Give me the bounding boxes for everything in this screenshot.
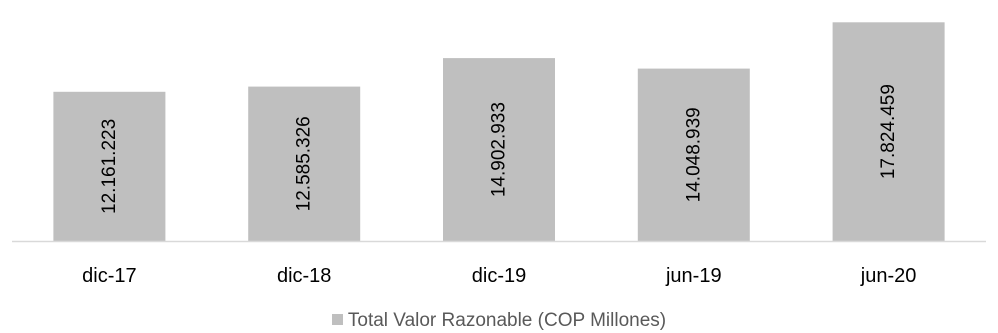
bar-dic-18 [248,86,361,241]
x-tick-label-dic-17: dic-17 [82,265,136,287]
legend-label: Total Valor Razonable (COP Millones) [347,310,667,331]
data-label-dic-17: 12.161.223 [99,119,120,214]
legend: Total Valor Razonable (COP Millones) [0,310,998,332]
bar-dic-17 [53,91,166,241]
x-tick-label-jun-20: jun-20 [860,265,917,287]
x-tick-label-dic-19: dic-19 [472,265,526,287]
data-labels-layer: 12.161.223 12.585.326 14.902.933 14.048.939… [99,84,899,214]
legend-swatch [331,314,343,325]
bar-jun-19 [637,68,750,241]
x-tick-label-jun-19: jun-19 [665,265,722,287]
data-label-jun-20: 17.824.459 [878,84,899,179]
bars-layer [53,22,945,241]
bar-dic-19 [443,58,555,241]
category-labels-layer: dic-17 dic-18 dic-19 jun-19 jun-20 [82,265,916,287]
data-label-dic-18: 12.585.326 [294,116,315,211]
data-label-jun-19: 14.048.939 [683,107,704,202]
x-tick-label-dic-18: dic-18 [277,265,331,287]
data-label-dic-19: 14.902.933 [489,102,510,197]
bar-jun-20 [832,22,945,241]
